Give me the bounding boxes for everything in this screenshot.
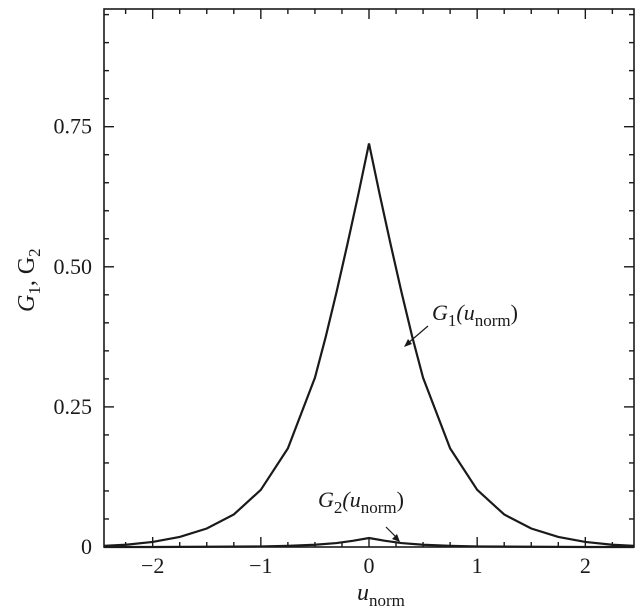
x-tick-label: −2	[141, 553, 164, 578]
y-tick-label: 0.75	[54, 114, 93, 139]
g2-annotation: G2(unorm)	[318, 487, 404, 517]
g1-annotation: G1(unorm)	[432, 300, 518, 330]
x-tick-label: −1	[249, 553, 272, 578]
plot-frame	[103, 8, 635, 548]
x-tick-label: 1	[472, 553, 483, 578]
y-tick-label: 0.25	[54, 394, 93, 419]
series-line-g2	[104, 536, 634, 549]
curves	[103, 143, 635, 549]
series-line-g1	[103, 143, 635, 547]
y-axis-label: G1, G2	[14, 248, 44, 312]
x-axis-label: unorm	[357, 580, 405, 606]
g1-arrow-head	[404, 339, 412, 347]
y-tick-label: 0.50	[54, 254, 93, 279]
x-tick-label: 0	[364, 553, 375, 578]
g2-arrow-head	[392, 534, 400, 542]
tick-marks	[104, 9, 634, 548]
g1-annotation-arrow	[406, 325, 429, 345]
tick-labels: −2 −1 0 1 2 0 0.25 0.50 0.75	[54, 114, 591, 578]
y-tick-label: 0	[81, 534, 92, 559]
x-tick-label: 2	[580, 553, 591, 578]
